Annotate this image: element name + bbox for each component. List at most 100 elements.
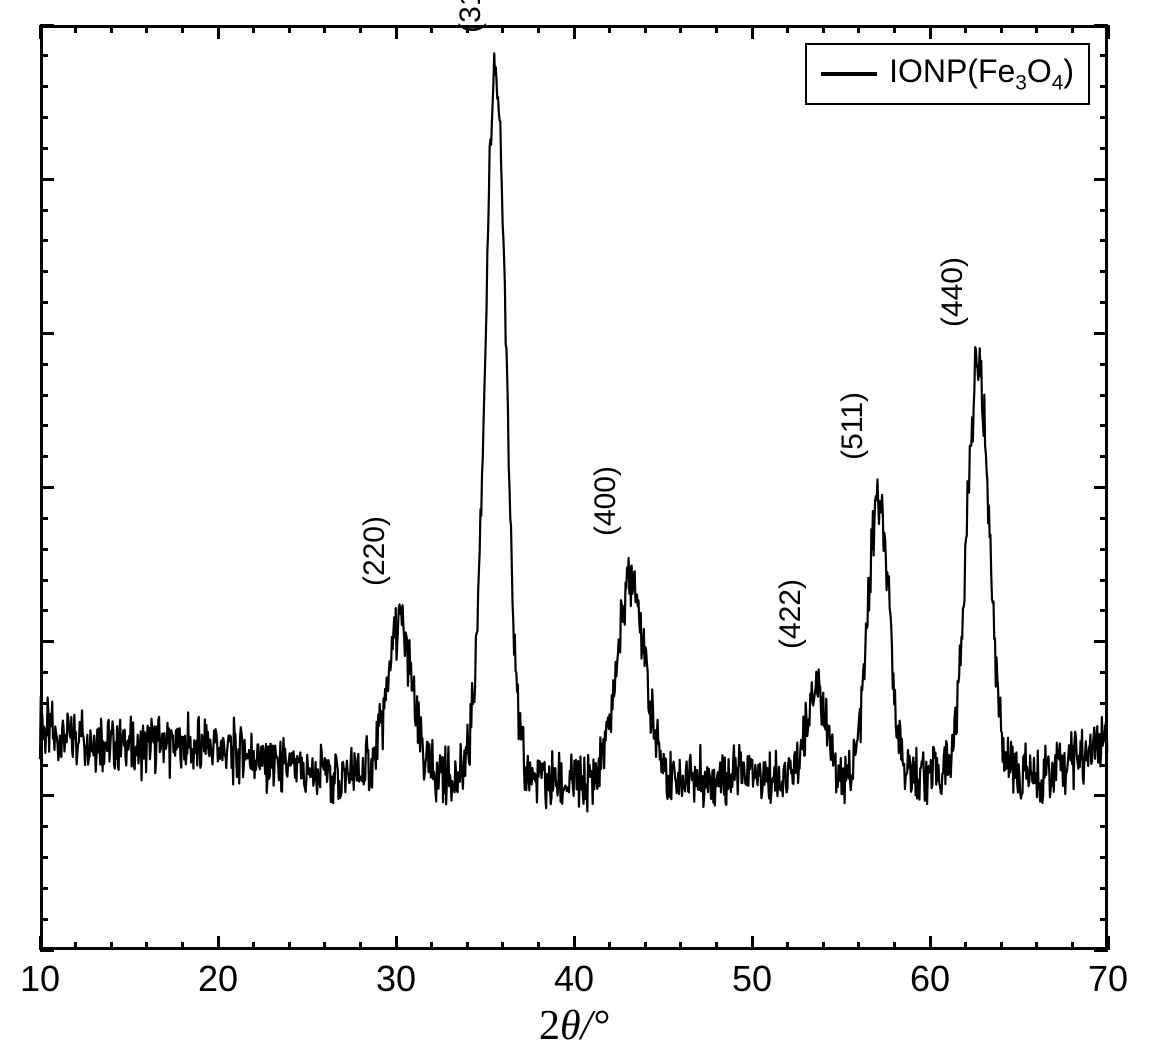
y-tick-minor [40, 517, 48, 520]
y-tick-minor [40, 733, 48, 736]
y-tick-minor [40, 116, 48, 119]
y-tick-minor [40, 270, 48, 273]
y-tick-minor-right [1100, 424, 1108, 427]
x-tick-minor [608, 942, 611, 950]
x-tick-minor [501, 942, 504, 950]
x-tick-major-top [751, 25, 754, 39]
xrd-trace [0, 0, 1153, 1061]
y-tick-minor [40, 671, 48, 674]
y-tick-minor-right [1100, 85, 1108, 88]
y-tick-minor-right [1100, 270, 1108, 273]
y-tick-minor [40, 85, 48, 88]
x-tick-minor-top [252, 25, 255, 33]
x-tick-minor [964, 942, 967, 950]
x-tick-major [573, 936, 576, 950]
x-tick-major-top [39, 25, 42, 39]
x-tick-major [217, 936, 220, 950]
y-tick-minor [40, 856, 48, 859]
x-tick-minor [715, 942, 718, 950]
x-tick-minor-top [110, 25, 113, 33]
y-tick-minor-right [1100, 394, 1108, 397]
y-tick-minor [40, 579, 48, 582]
y-tick-minor-right [1100, 455, 1108, 458]
x-tick-label: 40 [554, 958, 594, 1000]
legend-text: IONP(Fe3O4) [889, 53, 1074, 95]
y-tick-minor [40, 301, 48, 304]
x-tick-minor [1035, 942, 1038, 950]
y-tick-minor-right [1100, 301, 1108, 304]
y-tick-minor-right [1100, 825, 1108, 828]
y-tick-minor-right [1100, 733, 1108, 736]
x-tick-minor [430, 942, 433, 950]
y-tick-minor-right [1100, 702, 1108, 705]
x-tick-minor-top [857, 25, 860, 33]
x-tick-minor [786, 942, 789, 950]
x-tick-minor [110, 942, 113, 950]
y-tick-minor-right [1100, 116, 1108, 119]
x-tick-label: 30 [376, 958, 416, 1000]
y-tick-minor [40, 394, 48, 397]
x-tick-minor-top [715, 25, 718, 33]
x-tick-major-top [217, 25, 220, 39]
x-tick-major-top [395, 25, 398, 39]
x-tick-minor [74, 942, 77, 950]
y-tick-minor [40, 825, 48, 828]
y-tick-minor-right [1100, 887, 1108, 890]
x-tick-minor [1071, 942, 1074, 950]
x-tick-minor-top [359, 25, 362, 33]
x-tick-minor [893, 942, 896, 950]
x-axis-title: 2θ/° [539, 1002, 609, 1050]
x-tick-minor-top [537, 25, 540, 33]
y-tick-minor-right [1100, 209, 1108, 212]
y-tick-major [40, 486, 54, 489]
x-tick-major-top [929, 25, 932, 39]
y-tick-minor-right [1100, 856, 1108, 859]
y-tick-minor-right [1100, 548, 1108, 551]
legend: IONP(Fe3O4) [805, 43, 1090, 105]
y-tick-minor [40, 363, 48, 366]
y-tick-minor-right [1100, 918, 1108, 921]
y-tick-minor [40, 209, 48, 212]
y-tick-minor-right [1100, 239, 1108, 242]
peak-label: (311) [454, 0, 488, 33]
y-tick-minor-right [1100, 147, 1108, 150]
x-tick-label: 70 [1088, 958, 1128, 1000]
x-tick-minor-top [608, 25, 611, 33]
x-tick-minor-top [1000, 25, 1003, 33]
x-tick-minor [1000, 942, 1003, 950]
y-tick-major [40, 332, 54, 335]
x-tick-minor [323, 942, 326, 950]
x-tick-minor-top [466, 25, 469, 33]
y-tick-minor [40, 54, 48, 57]
peak-label: (220) [358, 516, 392, 586]
peak-label: (440) [936, 257, 970, 327]
y-tick-minor-right [1100, 579, 1108, 582]
y-tick-major [40, 178, 54, 181]
x-tick-label: 10 [20, 958, 60, 1000]
y-tick-major [40, 640, 54, 643]
y-tick-minor [40, 455, 48, 458]
x-tick-minor-top [822, 25, 825, 33]
x-tick-minor-top [1071, 25, 1074, 33]
x-tick-minor-top [430, 25, 433, 33]
y-tick-major-right [1094, 949, 1108, 952]
y-tick-major-right [1094, 24, 1108, 27]
y-tick-minor-right [1100, 517, 1108, 520]
y-tick-major [40, 949, 54, 952]
x-tick-minor-top [501, 25, 504, 33]
y-tick-minor [40, 548, 48, 551]
y-tick-major-right [1094, 640, 1108, 643]
x-tick-minor [679, 942, 682, 950]
y-tick-minor-right [1100, 609, 1108, 612]
x-tick-minor-top [964, 25, 967, 33]
x-tick-minor [288, 942, 291, 950]
peak-label: (400) [589, 466, 623, 536]
x-tick-major-top [573, 25, 576, 39]
x-tick-minor-top [679, 25, 682, 33]
x-tick-minor-top [1035, 25, 1038, 33]
xrd-figure: IONP(Fe3O4) 2θ/° (220)(311)(400)(422)(51… [0, 0, 1153, 1061]
xrd-trace-path [40, 53, 1108, 811]
y-tick-major-right [1094, 178, 1108, 181]
y-tick-major-right [1094, 794, 1108, 797]
y-tick-minor [40, 424, 48, 427]
